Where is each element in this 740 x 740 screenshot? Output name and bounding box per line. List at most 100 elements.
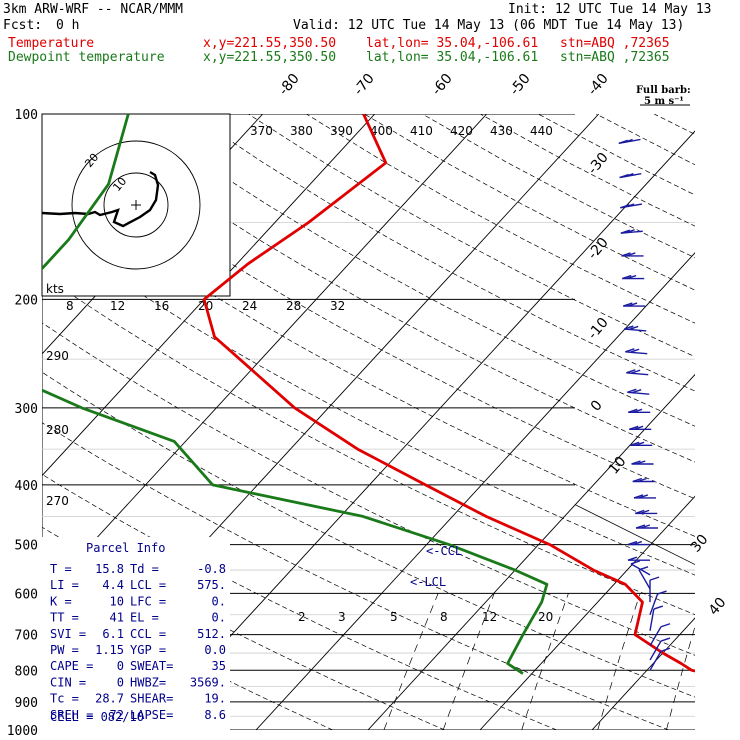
ccl-label: <-CCL (426, 544, 462, 558)
parcel-field-label: Tc = (50, 692, 79, 706)
theta-label: 430 (490, 124, 513, 138)
parcel-field-value: 28.7 (95, 692, 124, 706)
wind-barb-flag (660, 647, 671, 652)
dry-adiabat-330 (42, 226, 695, 576)
parcel-info-title: Parcel Info (86, 541, 165, 555)
wind-barb-flag (627, 556, 638, 561)
wind-barb-flag (624, 325, 634, 330)
isotherm--10 (367, 373, 695, 730)
dewpoint-xy: x,y=221.55,350.50 (203, 50, 337, 65)
theta-side-label: 290 (46, 349, 69, 363)
dry-adiabat-340 (42, 179, 695, 537)
parcel-field-value: 0 (117, 675, 124, 689)
hodo-units: kts (46, 282, 64, 296)
parcel-field-label: SVI = (50, 627, 86, 641)
dewpoint-legend: Dewpoint temperature (8, 50, 165, 65)
parcel-field-value: -0.8 (197, 562, 226, 576)
wind-barb-flag (649, 576, 660, 581)
mixing-ratio-12 (666, 625, 695, 730)
pressure-label-400: 400 (15, 479, 38, 494)
parcel-field-label: SWEAT= (130, 659, 173, 673)
parcel-field-value: 19. (204, 692, 226, 706)
isotherm-0 (479, 495, 695, 730)
theta-label: 370 (250, 124, 273, 138)
parcel-field-label: LAPSE= (130, 708, 173, 722)
pressure-label-1000: 1000 (7, 724, 38, 739)
wind-barb-flag (630, 441, 640, 446)
parcel-field-value: 512. (197, 627, 226, 641)
wind-barb-flag (631, 460, 641, 465)
temperature-legend: Temperature (8, 36, 95, 51)
isotherm-label: -30 (585, 150, 612, 178)
theta-label: 400 (370, 124, 393, 138)
dry-adiabat-420 (422, 114, 695, 259)
mixing-ratio-label: 12 (482, 610, 497, 624)
wind-barb-flag (631, 389, 642, 394)
dewpoint-station: stn=ABQ ,72365 (560, 50, 670, 65)
isotherm-10 (591, 617, 695, 730)
parcel-field-label: HWBZ= (130, 675, 166, 689)
dry-adiabat-380 (190, 114, 695, 392)
wind-barb (649, 626, 662, 647)
dry-adiabat-460 (654, 114, 695, 135)
mixing-ratio-3 (442, 593, 495, 730)
full-barb-value: 5 m s⁻¹ (644, 96, 684, 107)
wind-barb-flag (626, 274, 637, 280)
wind-barb-flag (625, 348, 635, 353)
lcl-label: <-LCL (410, 575, 446, 589)
wind-barb-flag (624, 203, 635, 208)
theta-label: 440 (530, 124, 553, 138)
wind-barb-flag (632, 477, 642, 483)
temperature-xy: x,y=221.55,350.50 (203, 36, 337, 51)
wind-barb-flag (653, 605, 664, 610)
theta-side-label: 280 (46, 423, 69, 437)
wind-barb-flag (632, 540, 643, 546)
edge-diagonal (574, 504, 696, 565)
full-barb-label: Full barb: (636, 85, 691, 96)
isotherm-label: 0 (588, 397, 606, 414)
forecast-label: Fcst: (3, 18, 43, 33)
parcel-field-value: 0. (212, 594, 226, 608)
parcel-field-value: 1.15 (95, 643, 124, 657)
wind-barb-flag (628, 408, 638, 413)
parcel-field-value: 3569. (190, 675, 226, 689)
wind-barb-flag (638, 494, 649, 499)
parcel-field-value: 35 (212, 659, 226, 673)
wind-barb-flag (660, 637, 671, 642)
valid-time: Valid: 12 UTC Tue 14 May 13 (06 MDT Tue … (293, 18, 685, 33)
dry-adiabat-300 (42, 371, 695, 698)
wind-barb-flag (630, 560, 641, 565)
pressure-label-700: 700 (15, 629, 38, 644)
wind-barb-flag (633, 494, 644, 499)
parcel-field-label: LI = (50, 578, 79, 592)
wind-barb (649, 640, 662, 661)
wind-barb-flag (627, 540, 638, 546)
wind-barb-flag (633, 425, 644, 430)
parcel-field-label: CIN = (50, 675, 86, 689)
parcel-field-label: SHEAR= (130, 692, 173, 706)
parcel-field-label: LCL = (130, 578, 166, 592)
isotherm-label: -10 (585, 315, 612, 343)
isotherm-label: -70 (351, 71, 378, 99)
dewpoint-trace (42, 114, 549, 675)
wind-barb-flag (621, 252, 631, 257)
mixing-ratio-label: 5 (390, 610, 398, 624)
wind-barb-flag (635, 509, 645, 515)
hodo-speed-label: 28 (286, 299, 301, 313)
parcel-field-value: 6.1 (102, 627, 124, 641)
forecast-value: 0 h (56, 18, 80, 33)
wind-barb (620, 230, 643, 234)
parcel-field-label: CCL = (130, 627, 166, 641)
parcel-field-label: Td = (130, 562, 159, 576)
wind-barb-flag (640, 524, 651, 529)
hodo-ring-20 (71, 140, 201, 270)
parcel-field-label: LFC = (130, 594, 166, 608)
isotherm-label: -60 (429, 71, 456, 99)
pressure-label-600: 600 (15, 587, 38, 602)
wind-barb-flag (632, 408, 643, 413)
isotherm-label: -50 (507, 71, 534, 99)
mixing-ratio-2 (383, 593, 439, 730)
theta-side-label: 270 (46, 494, 69, 508)
mixing-ratio-8 (597, 593, 641, 730)
